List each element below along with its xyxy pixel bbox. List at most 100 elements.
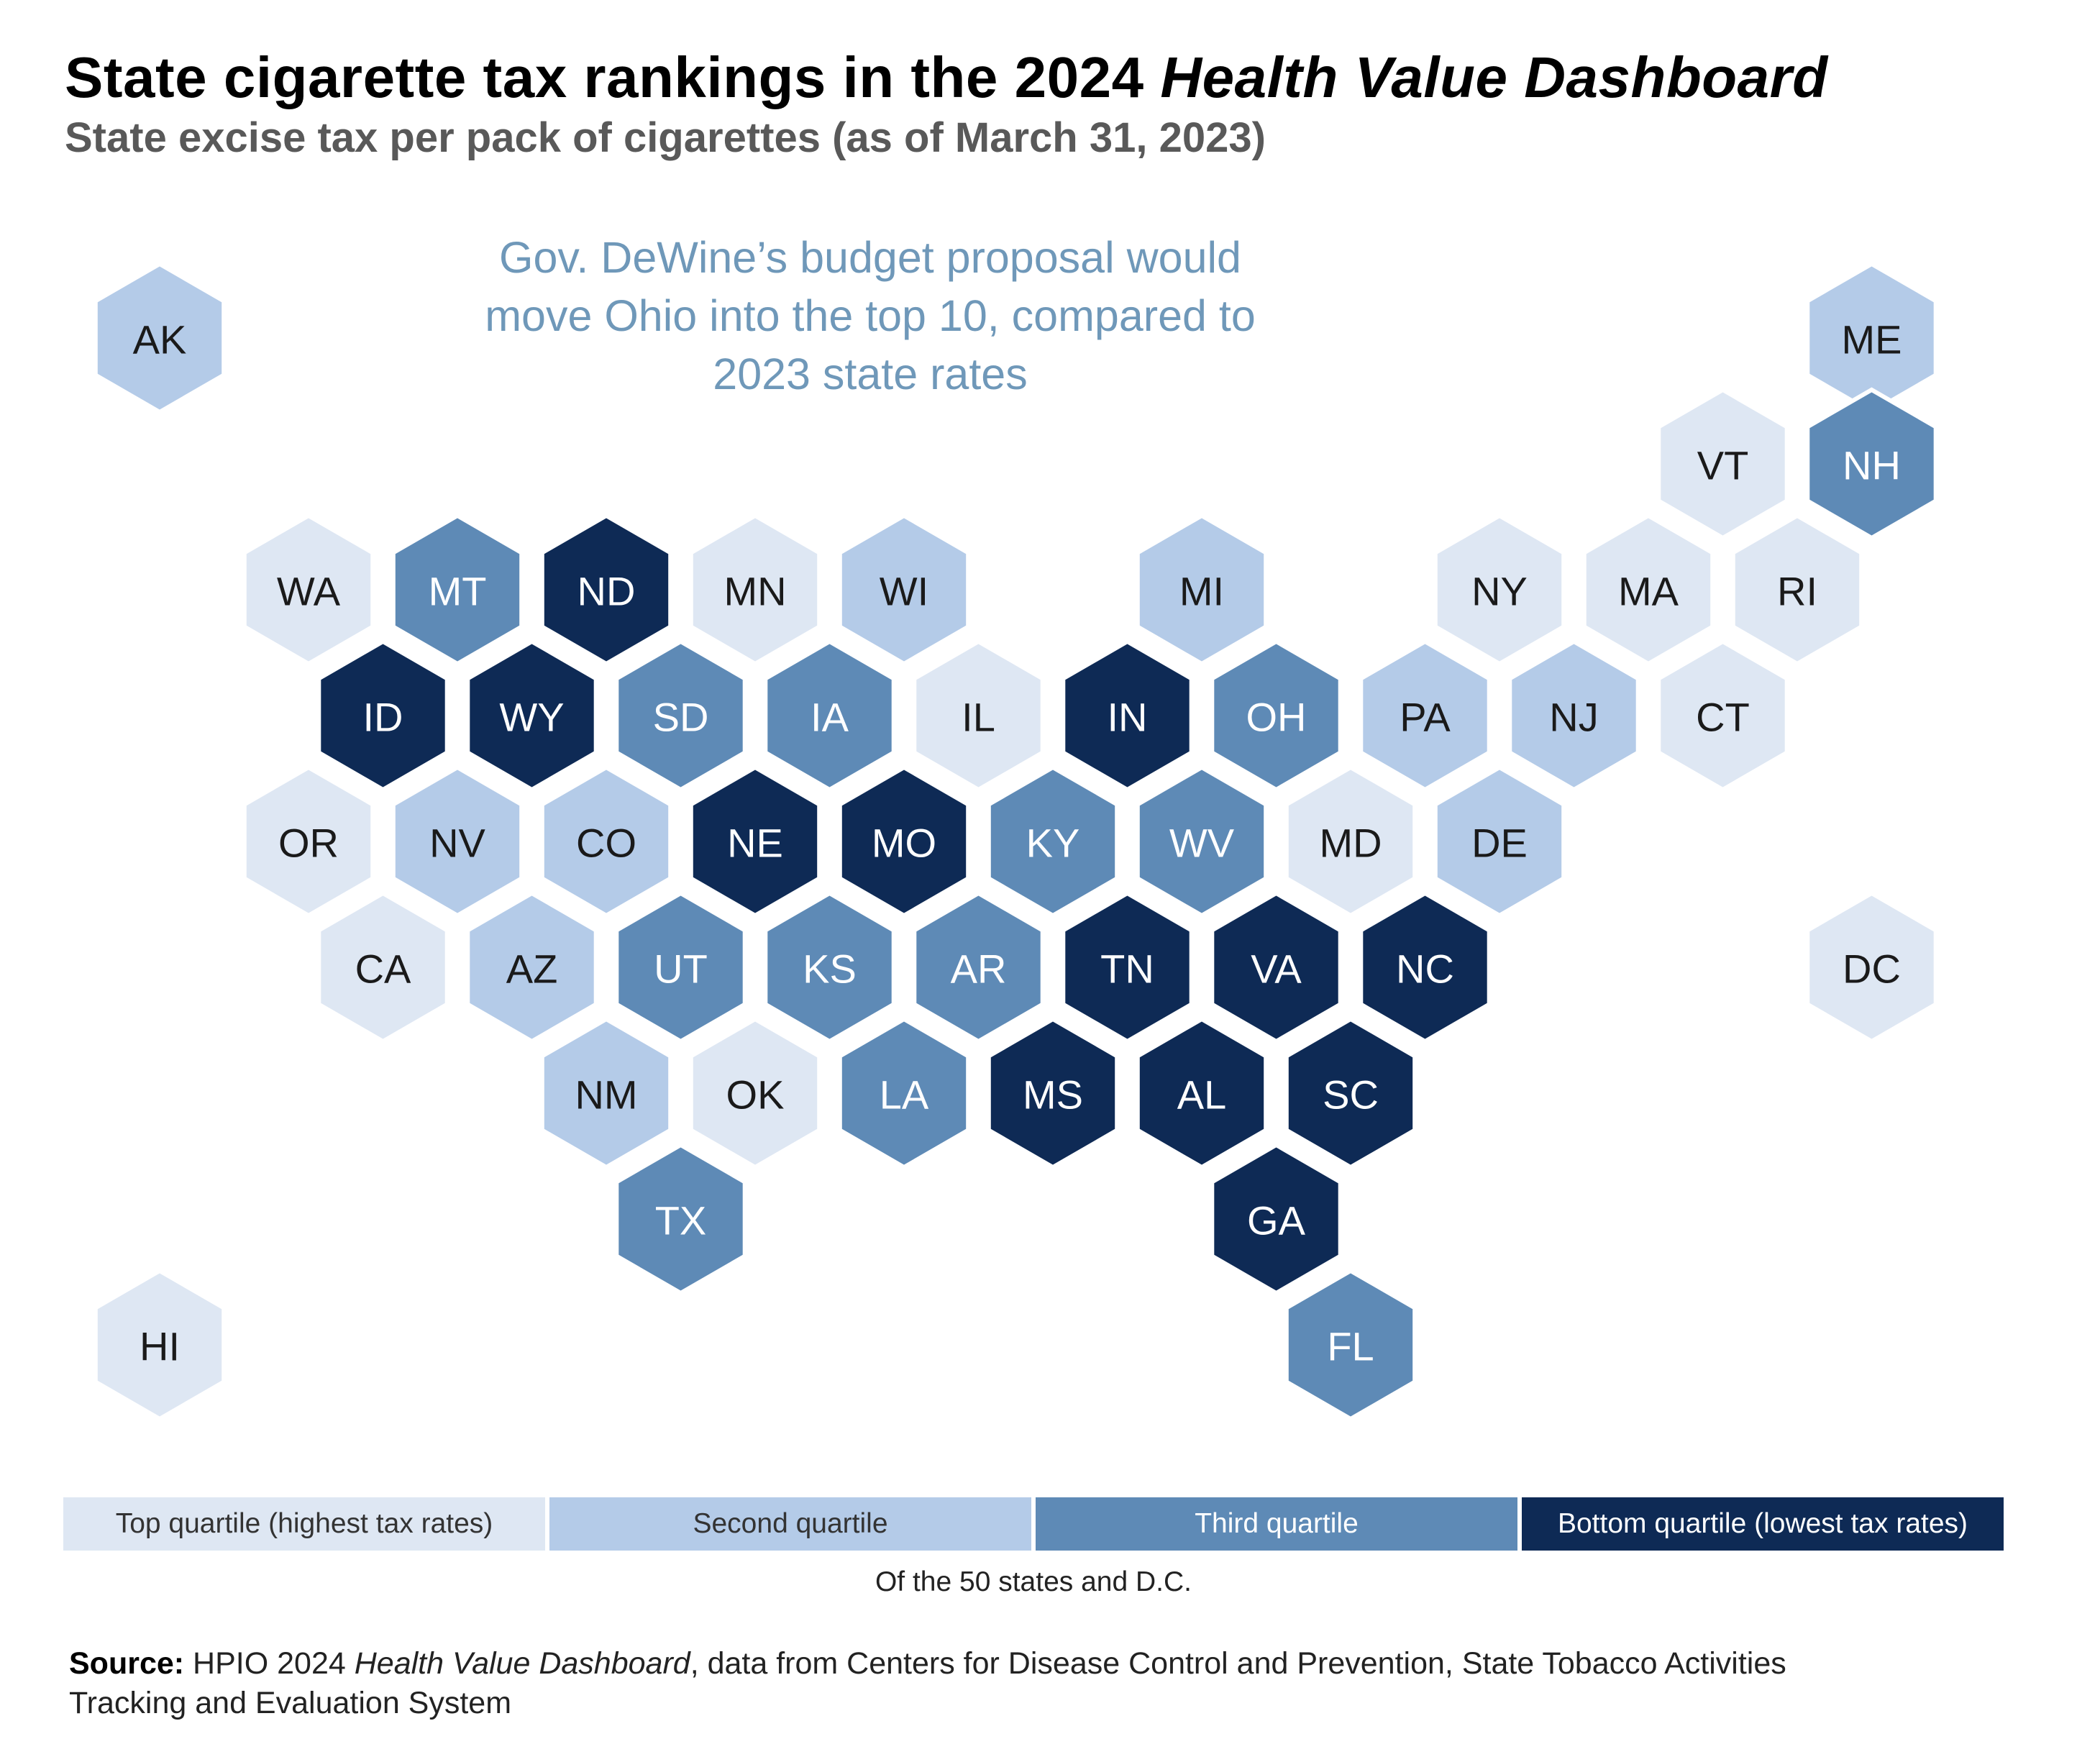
state-label: IL xyxy=(962,695,995,740)
state-hex-wi: WI xyxy=(837,513,971,667)
state-hex-mo: MO xyxy=(837,764,971,918)
state-label: SD xyxy=(653,695,709,740)
hex-shape xyxy=(837,1016,971,1170)
hex-shape xyxy=(1135,764,1269,918)
hex-shape xyxy=(837,764,971,918)
state-hex-il: IL xyxy=(912,639,1045,793)
state-hex-ny: NY xyxy=(1433,513,1566,667)
state-hex-ga: GA xyxy=(1210,1142,1343,1296)
hex-shape xyxy=(1433,513,1566,667)
state-hex-az: AZ xyxy=(465,890,598,1044)
state-hex-map: AK ME VT NH WA MT ND MN WI MI NY MA RI ID WY SD IA IL IN OH… xyxy=(93,261,1938,1422)
legend-top-quartile: Top quartile (highest tax rates) xyxy=(63,1497,545,1551)
state-hex-in: IN xyxy=(1061,639,1194,793)
state-hex-dc: DC xyxy=(1805,890,1938,1044)
hex-shape xyxy=(1061,890,1194,1044)
hex-shape xyxy=(1433,764,1566,918)
state-label: NC xyxy=(1396,946,1454,992)
state-label: OR xyxy=(278,821,339,866)
hex-shape xyxy=(763,890,896,1044)
state-label: NH xyxy=(1843,443,1901,488)
hex-shape xyxy=(1730,513,1864,667)
state-label: WA xyxy=(277,569,341,614)
state-hex-wa: WA xyxy=(242,513,375,667)
callout-line-1: Gov. DeWine’s budget proposal would xyxy=(499,233,1241,282)
title-emphasis: Health Value Dashboard xyxy=(1160,45,1828,109)
source-label: Source: xyxy=(69,1646,185,1681)
state-label: TX xyxy=(655,1198,707,1243)
state-hex-id: ID xyxy=(316,639,449,793)
hex-shape xyxy=(1061,639,1194,793)
state-hex-tn: TN xyxy=(1061,890,1194,1044)
hex-shape xyxy=(391,513,524,667)
legend-third-quartile: Third quartile xyxy=(1036,1497,1517,1551)
legend-second-quartile: Second quartile xyxy=(549,1497,1031,1551)
hex-shape xyxy=(316,890,449,1044)
state-label: MN xyxy=(723,569,786,614)
state-hex-ok: OK xyxy=(688,1016,822,1170)
hex-shape xyxy=(1359,890,1492,1044)
state-label: NY xyxy=(1471,569,1528,614)
state-hex-wy: WY xyxy=(465,639,598,793)
state-label: OK xyxy=(726,1072,785,1118)
state-label: SC xyxy=(1323,1072,1379,1118)
hex-shape xyxy=(242,513,375,667)
state-label: HI xyxy=(140,1324,180,1369)
state-hex-nd: ND xyxy=(539,513,673,667)
hex-shape xyxy=(614,639,747,793)
state-hex-tx: TX xyxy=(614,1142,747,1296)
state-label: UT xyxy=(654,946,708,992)
budget-callout: Gov. DeWine’s budget proposal would move… xyxy=(338,229,1402,403)
hex-shape xyxy=(1284,764,1418,918)
state-label: PA xyxy=(1400,695,1451,740)
hex-shape xyxy=(391,764,524,918)
state-label: WI xyxy=(880,569,928,614)
hex-shape xyxy=(316,639,449,793)
hex-shape xyxy=(614,1142,747,1296)
hex-shape xyxy=(1656,387,1789,541)
state-hex-ca: CA xyxy=(316,890,449,1044)
hex-shape xyxy=(1581,513,1715,667)
hex-shape xyxy=(242,764,375,918)
state-hex-vt: VT xyxy=(1656,387,1789,541)
state-hex-ia: IA xyxy=(763,639,896,793)
state-hex-va: VA xyxy=(1210,890,1343,1044)
state-hex-ma: MA xyxy=(1581,513,1715,667)
state-hex-pa: PA xyxy=(1359,639,1492,793)
hex-shape xyxy=(986,1016,1120,1170)
state-hex-hi: HI xyxy=(93,1268,227,1422)
state-label: NJ xyxy=(1549,695,1598,740)
state-label: AR xyxy=(951,946,1007,992)
state-hex-ri: RI xyxy=(1730,513,1864,667)
state-label: AZ xyxy=(506,946,558,992)
state-label: TN xyxy=(1100,946,1154,992)
hex-shape xyxy=(1135,1016,1269,1170)
state-hex-nc: NC xyxy=(1359,890,1492,1044)
state-hex-wv: WV xyxy=(1135,764,1269,918)
source-line-2: Tracking and Evaluation System xyxy=(69,1686,512,1720)
title-main: State cigarette tax rankings in the 2024 xyxy=(65,45,1161,109)
state-hex-nh: NH xyxy=(1805,387,1938,541)
state-hex-de: DE xyxy=(1433,764,1566,918)
legend-label: Bottom quartile (lowest tax rates) xyxy=(1557,1508,1968,1539)
hex-shape xyxy=(93,1268,227,1422)
state-hex-ms: MS xyxy=(986,1016,1120,1170)
state-label: FL xyxy=(1327,1324,1374,1369)
hex-shape xyxy=(912,639,1045,793)
hex-shape xyxy=(539,513,673,667)
chart-subtitle: State excise tax per pack of cigarettes … xyxy=(65,114,1266,161)
state-hex-md: MD xyxy=(1284,764,1418,918)
state-label: WV xyxy=(1169,821,1235,866)
hex-shape xyxy=(837,513,971,667)
state-hex-sd: SD xyxy=(614,639,747,793)
state-hex-ky: KY xyxy=(986,764,1120,918)
hex-shape xyxy=(1284,1016,1418,1170)
state-label: MS xyxy=(1023,1072,1083,1118)
state-label: MD xyxy=(1319,821,1382,866)
state-hex-ut: UT xyxy=(614,890,747,1044)
state-hex-ak: AK xyxy=(93,261,227,415)
hex-shape xyxy=(1656,639,1789,793)
hex-shape xyxy=(1805,890,1938,1044)
state-hex-co: CO xyxy=(539,764,673,918)
state-label: MO xyxy=(872,821,936,866)
